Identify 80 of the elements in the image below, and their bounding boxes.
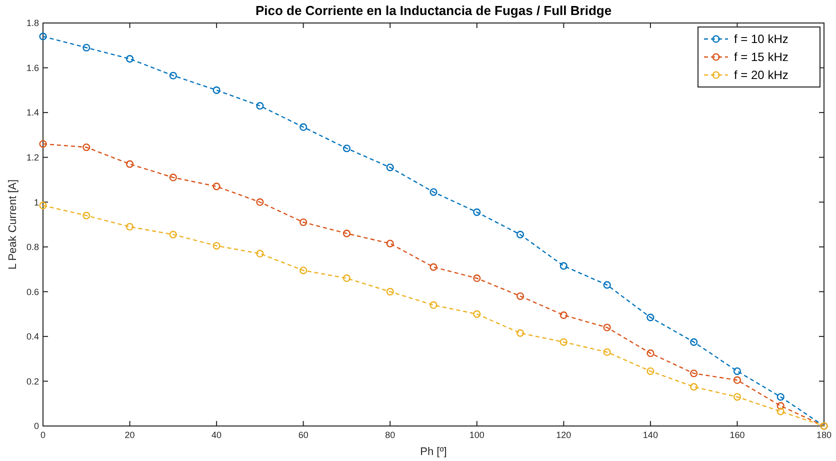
point	[430, 301, 438, 309]
x-tick-label: 20	[124, 430, 135, 440]
point	[342, 230, 351, 238]
point	[603, 324, 611, 332]
y-tick-label: 0.2	[26, 376, 39, 386]
y-tick-label: 1.8	[26, 18, 39, 28]
point	[82, 44, 90, 52]
point	[82, 143, 90, 152]
point	[386, 288, 394, 296]
point	[39, 32, 47, 40]
point	[169, 72, 177, 80]
point	[560, 311, 568, 319]
x-tick-label: 60	[298, 430, 308, 440]
x-tick-label: 100	[469, 430, 484, 440]
point	[386, 164, 394, 172]
point	[733, 393, 742, 401]
point	[560, 262, 568, 270]
point	[603, 348, 611, 356]
y-tick-label: 1.2	[26, 152, 39, 162]
x-tick-label: 0	[40, 430, 46, 440]
point	[342, 274, 351, 282]
point	[256, 250, 264, 258]
point	[169, 174, 177, 182]
x-tick-label: 80	[385, 430, 396, 440]
point	[256, 102, 264, 110]
chart-title: Pico de Corriente en la Inductancia de Fugas / Full Bridge	[255, 3, 612, 18]
point	[430, 263, 438, 271]
legend-label: f = 15 kHz	[734, 50, 788, 64]
point	[603, 281, 611, 289]
point	[516, 329, 524, 337]
x-tick-label: 40	[212, 430, 222, 440]
x-axis-title: Ph [º]	[420, 446, 447, 458]
point	[646, 349, 654, 358]
point	[646, 367, 654, 375]
point	[646, 314, 654, 322]
y-tick-label: 0	[34, 421, 39, 432]
point	[39, 202, 47, 210]
y-tick-label: 0.8	[26, 242, 39, 252]
point	[733, 367, 742, 375]
legend-label: f = 20 kHz	[734, 68, 788, 82]
point	[430, 188, 438, 196]
point	[126, 222, 134, 231]
point	[516, 230, 524, 238]
point	[690, 338, 698, 346]
x-tick-label: 180	[816, 430, 832, 440]
point	[212, 182, 220, 190]
y-axis-title: L Peak Current [A]	[7, 179, 19, 270]
point	[300, 218, 308, 226]
point	[776, 393, 784, 401]
point	[733, 376, 742, 384]
point	[169, 230, 177, 238]
y-tick-label: 0.4	[26, 332, 39, 342]
y-tick-label: 0.6	[26, 286, 39, 297]
point	[776, 408, 784, 416]
point	[776, 402, 784, 410]
point	[126, 55, 134, 63]
point	[212, 86, 220, 94]
point	[82, 212, 90, 220]
point	[473, 274, 481, 282]
x-tick-label: 120	[556, 430, 572, 440]
point	[342, 144, 351, 152]
y-tick-label: 1.4	[26, 108, 39, 118]
point	[386, 240, 394, 248]
y-tick-label: 1.6	[26, 62, 39, 73]
point	[300, 123, 308, 131]
point	[473, 208, 481, 216]
point	[212, 242, 220, 250]
point	[690, 383, 698, 391]
point	[560, 338, 568, 346]
point	[256, 198, 264, 206]
point	[690, 370, 698, 378]
point	[300, 266, 308, 274]
legend-label: f = 10 kHz	[734, 32, 788, 46]
x-tick-label: 140	[642, 430, 658, 440]
point	[39, 140, 47, 148]
point	[126, 160, 134, 168]
y-tick-label: 1	[34, 197, 39, 208]
point	[473, 310, 481, 318]
x-tick-label: 160	[730, 430, 745, 440]
point	[516, 292, 524, 300]
